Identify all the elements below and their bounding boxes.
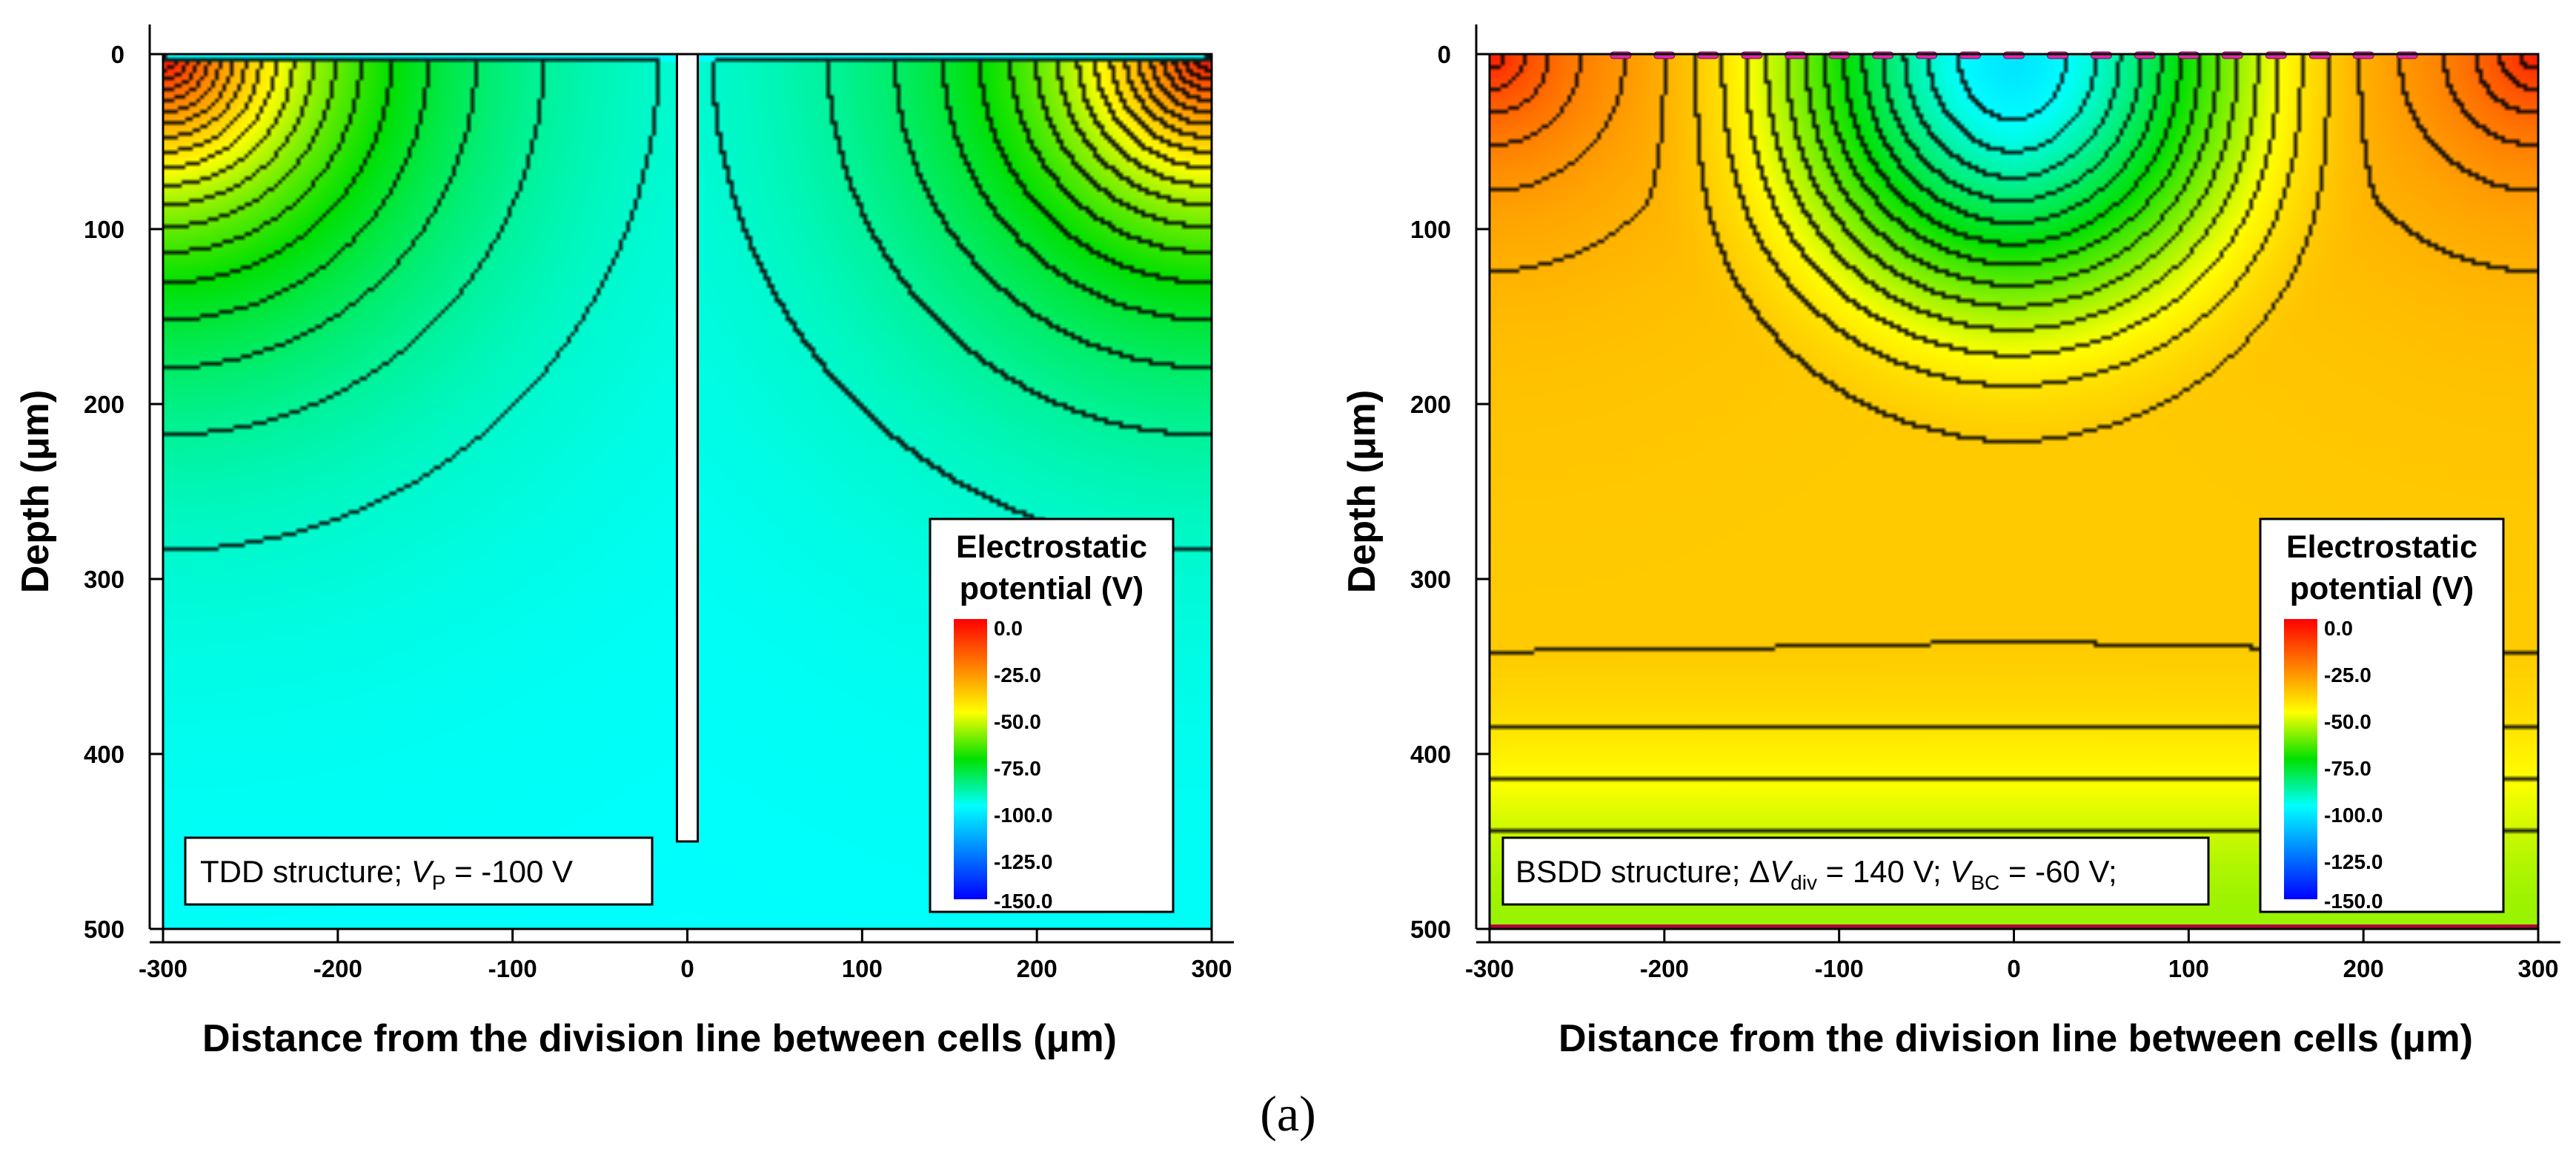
bsdd-colorbar-tick: -75.0	[2324, 757, 2371, 780]
x-tick-label: -300	[1465, 955, 1514, 982]
bsdd-colorbar-tick: -100.0	[2324, 804, 2383, 827]
x-tick-label: 300	[1191, 955, 1232, 982]
bsdd-colorbar-ticks: 0.0 -25.0 -50.0 -75.0 -100.0 -125.0 -150…	[2324, 617, 2383, 913]
figure-caption: (a)	[1260, 1085, 1315, 1142]
y-tick-label: 500	[1410, 916, 1451, 943]
tdd-colorbar-ticks: 0.0 -25.0 -50.0 -75.0 -100.0 -125.0 -150…	[994, 617, 1052, 913]
tdd-colorbar	[954, 619, 987, 899]
y-tick-label: 400	[1410, 741, 1451, 768]
tdd-label-text: TDD structure; VP = -100 V	[200, 854, 573, 894]
bsdd-colorbar-tick: -25.0	[2324, 664, 2371, 686]
tdd-trench	[675, 53, 700, 843]
tdd-x-axis-title: Distance from the division line between …	[202, 1017, 1117, 1060]
tdd-colorbar-tick: 0.0	[994, 617, 1023, 640]
tdd-colorbar-tick: -25.0	[994, 664, 1041, 686]
x-tick-label: 0	[680, 955, 694, 982]
tdd-structure-overlay	[675, 53, 700, 843]
tdd-colorbar-tick: -75.0	[994, 757, 1041, 780]
tdd-colorbar-tick: -125.0	[994, 850, 1052, 873]
x-tick-label: -200	[313, 955, 362, 982]
bsdd-axes: 0 100 200 300 400 500 -300 -200 -100 0 100 200 300	[1410, 24, 2560, 982]
bsdd-legend-title-line2: potential (V)	[2290, 571, 2474, 606]
bsdd-colorbar-tick: -150.0	[2324, 890, 2383, 913]
bsdd-colorbar-tick: -50.0	[2324, 710, 2371, 733]
bsdd-colorbar-tick: 0.0	[2324, 617, 2353, 640]
y-tick-label: 100	[84, 216, 125, 243]
y-tick-label: 200	[84, 391, 125, 418]
tdd-panel: 0 100 200 300 400 500 -300 -200 -100 0 100 200 300 D…	[14, 24, 1234, 1060]
y-tick-label: 0	[111, 41, 125, 68]
tdd-label-box	[184, 836, 654, 906]
y-tick-label: 300	[1410, 566, 1451, 593]
y-tick-label: 300	[84, 566, 125, 593]
bsdd-label-box	[1501, 836, 2210, 906]
x-tick-label: 100	[2168, 955, 2209, 982]
y-tick-label: 400	[84, 741, 125, 768]
x-tick-label: 200	[2343, 955, 2384, 982]
x-tick-label: -200	[1640, 955, 1689, 982]
y-tick-label: 200	[1410, 391, 1451, 418]
y-tick-label: 500	[84, 916, 125, 943]
bsdd-y-axis-title: Depth (μm)	[1341, 390, 1384, 593]
bsdd-x-axis-title: Distance from the division line between …	[1558, 1017, 2473, 1060]
x-tick-label: 0	[2007, 955, 2020, 982]
y-tick-label: 0	[1438, 41, 1451, 68]
tdd-axes: 0 100 200 300 400 500 -300 -200 -100 0 100 200 300	[84, 24, 1234, 982]
y-tick-label: 100	[1410, 216, 1451, 243]
bsdd-colorbar	[2284, 619, 2317, 899]
bsdd-legend-title-line1: Electrostatic	[2286, 529, 2477, 565]
tdd-colorbar-tick: -100.0	[994, 804, 1052, 827]
x-tick-label: -300	[139, 955, 187, 982]
bsdd-colorbar-legend: Electrostatic potential (V) 0.0 -25.0 -5…	[2259, 517, 2505, 913]
x-tick-label: -100	[488, 955, 537, 982]
bsdd-colorbar-tick: -125.0	[2324, 850, 2383, 873]
x-tick-label: -100	[1815, 955, 1864, 982]
tdd-legend-title-line1: Electrostatic	[956, 529, 1147, 565]
tdd-legend-title-line2: potential (V)	[960, 571, 1143, 606]
tdd-colorbar-tick: -50.0	[994, 710, 1041, 733]
tdd-y-axis-title: Depth (μm)	[14, 390, 57, 593]
bsdd-label-text: BSDD structure; ΔVdiv = 140 V; VBC = -60…	[1516, 854, 2117, 894]
x-tick-label: 200	[1017, 955, 1058, 982]
tdd-colorbar-tick: -150.0	[994, 890, 1052, 913]
tdd-structure-label: TDD structure; VP = -100 V	[184, 836, 654, 906]
tdd-colorbar-legend: Electrostatic potential (V) 0.0 -25.0 -5…	[929, 517, 1175, 913]
bsdd-panel: 0 100 200 300 400 500 -300 -200 -100 0 100 200 300 D…	[1341, 24, 2560, 1060]
x-tick-label: 100	[842, 955, 883, 982]
x-tick-label: 300	[2517, 955, 2558, 982]
bsdd-structure-label: BSDD structure; ΔVdiv = 140 V; VBC = -60…	[1501, 836, 2210, 906]
